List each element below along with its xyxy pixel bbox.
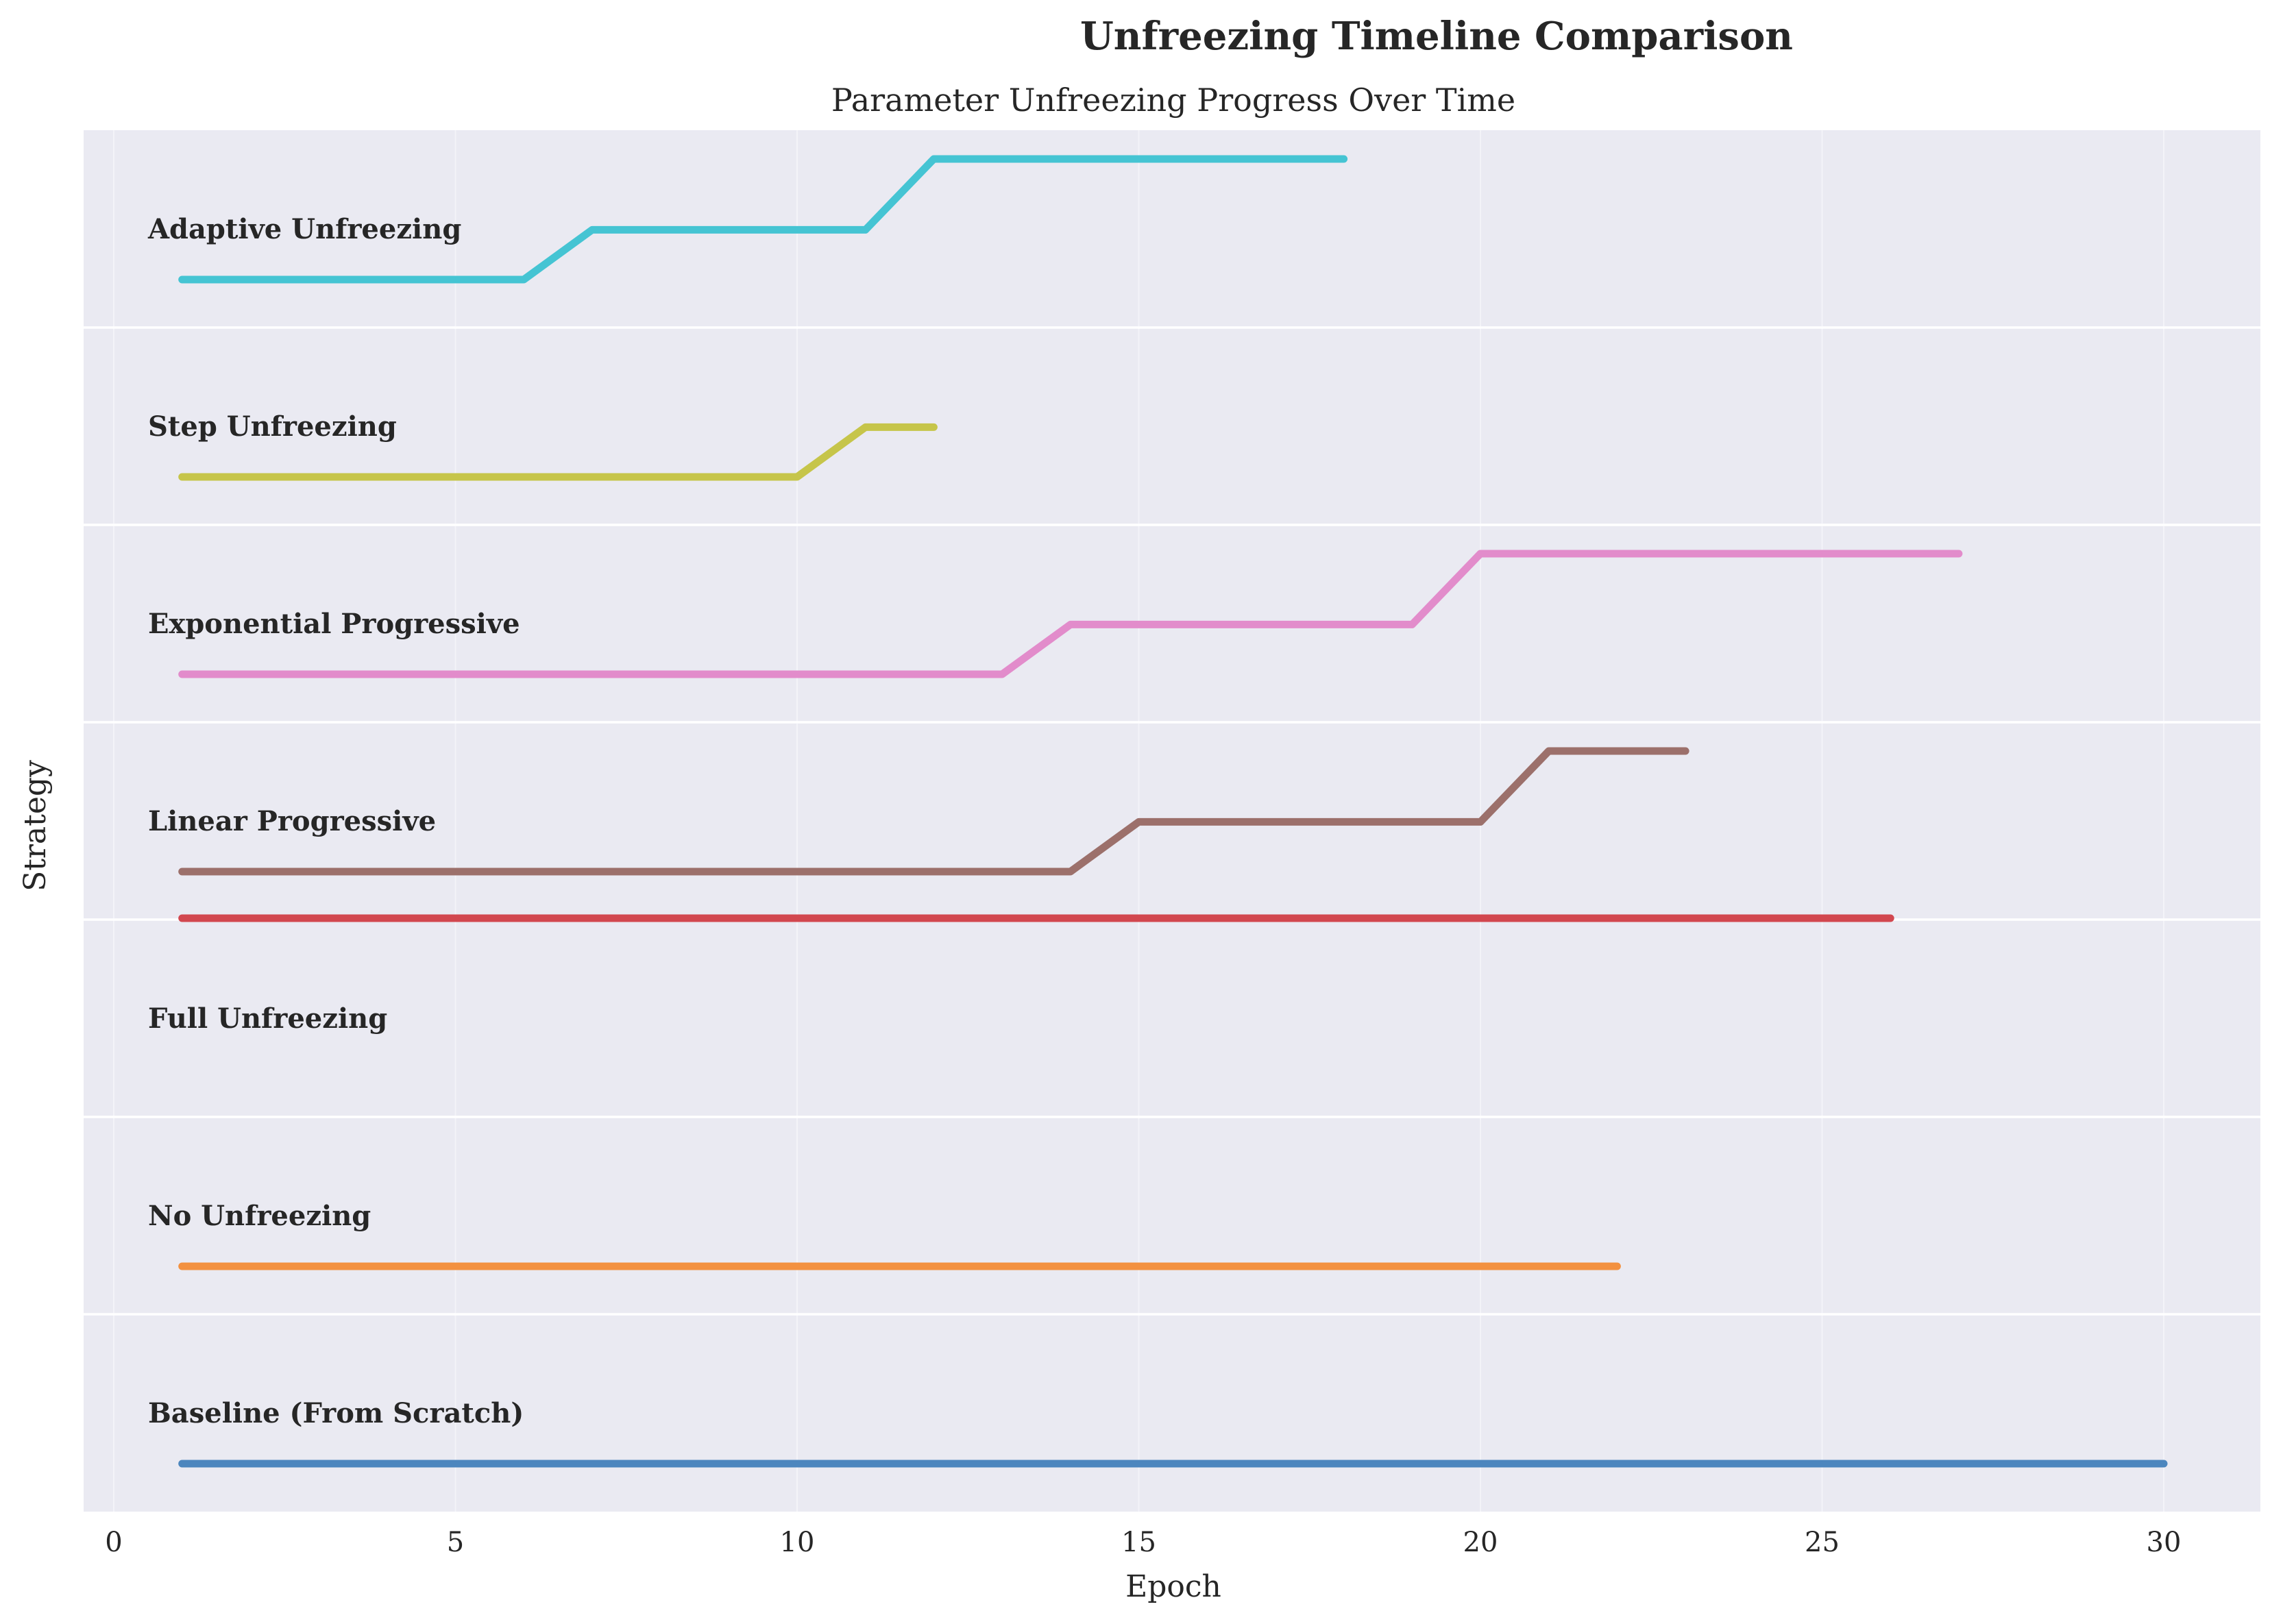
chart-title: Parameter Unfreezing Progress Over Time bbox=[831, 82, 1515, 119]
x-axis-ticks: 0 5 10 15 20 25 30 bbox=[105, 1527, 2181, 1558]
x-tick-label: 20 bbox=[1463, 1527, 1498, 1558]
x-tick-label: 10 bbox=[780, 1527, 815, 1558]
plot-area: Baseline (From Scratch) No Unfreezing Full… bbox=[84, 130, 2260, 1512]
strategy-label: Step Unfreezing bbox=[148, 410, 397, 443]
strategy-label: Full Unfreezing bbox=[148, 1002, 387, 1035]
y-axis-label: Strategy bbox=[18, 760, 53, 891]
strategy-label: Baseline (From Scratch) bbox=[148, 1397, 524, 1429]
strategy-label: No Unfreezing bbox=[148, 1200, 371, 1232]
x-tick-label: 30 bbox=[2147, 1527, 2182, 1558]
series-line-adaptive-unfreezing bbox=[178, 155, 1348, 284]
series-line-exponential-progressive bbox=[178, 550, 1963, 678]
strategy-label: Exponential Progressive bbox=[148, 608, 520, 640]
x-tick-label: 25 bbox=[1805, 1527, 1840, 1558]
x-tick-label: 15 bbox=[1121, 1527, 1156, 1558]
strategy-label: Adaptive Unfreezing bbox=[147, 213, 461, 245]
x-axis-label: Epoch bbox=[1125, 1569, 1221, 1604]
chart-suptitle: Unfreezing Timeline Comparison bbox=[1080, 14, 1793, 59]
x-tick-label: 5 bbox=[447, 1527, 464, 1558]
x-tick-label: 0 bbox=[105, 1527, 122, 1558]
series-line-linear-progressive bbox=[178, 747, 1689, 876]
series-line-step-unfreezing bbox=[178, 423, 938, 481]
strategy-label: Linear Progressive bbox=[148, 805, 436, 837]
